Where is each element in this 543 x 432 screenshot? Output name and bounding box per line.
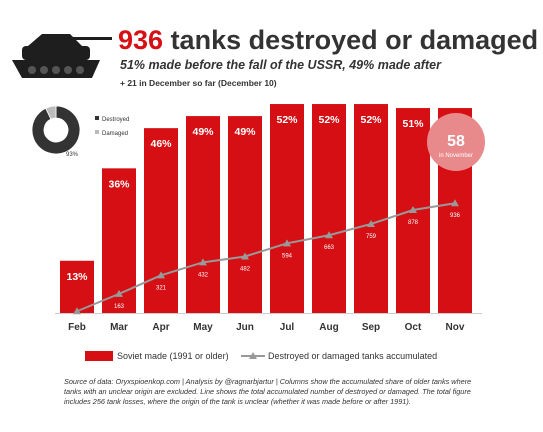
line-point bbox=[367, 219, 375, 227]
line-value-label: 482 bbox=[240, 266, 251, 272]
bar-value-label: 49% bbox=[192, 126, 214, 138]
bar-value-label: 52% bbox=[318, 114, 340, 126]
line-value-label: 759 bbox=[366, 234, 377, 240]
line-value-label: 15 bbox=[74, 321, 81, 327]
x-tick-label: Jun bbox=[236, 322, 254, 333]
bar-value-label: 36% bbox=[108, 178, 130, 190]
donut-slice-destroyed bbox=[31, 105, 81, 155]
legend-line-marker bbox=[249, 352, 257, 359]
title-text: tanks destroyed or damaged bbox=[163, 25, 539, 55]
november-callout bbox=[427, 113, 485, 171]
donut-legend-label: Damaged bbox=[102, 131, 128, 137]
donut-slice-damaged bbox=[45, 105, 57, 120]
bar-value-label: 13% bbox=[66, 271, 88, 283]
line-point bbox=[241, 252, 249, 260]
line-value-label: 321 bbox=[156, 285, 167, 291]
line-value-label: 663 bbox=[324, 245, 335, 251]
bar-apr bbox=[144, 128, 178, 313]
bar-value-label: 49% bbox=[234, 126, 256, 138]
bar-feb bbox=[60, 260, 94, 313]
x-tick-label: Aug bbox=[319, 322, 338, 333]
bar-jun bbox=[228, 116, 262, 313]
line-value-label: 163 bbox=[114, 304, 125, 310]
x-tick-label: Jul bbox=[280, 322, 295, 333]
bar-value-label: 52% bbox=[276, 114, 298, 126]
x-tick-label: Mar bbox=[110, 322, 128, 333]
line-point bbox=[451, 199, 459, 207]
chart-subtitle: 51% made before the fall of the USSR, 49… bbox=[120, 58, 441, 72]
x-tick-label: Sep bbox=[362, 322, 380, 333]
legend-line-label: Destroyed or damaged tanks accumulated bbox=[268, 351, 437, 361]
x-tick-label: Nov bbox=[446, 322, 465, 333]
bar-value-label: 46% bbox=[150, 138, 172, 150]
line-value-label: 936 bbox=[450, 213, 461, 219]
title-number: 936 bbox=[118, 25, 164, 55]
bar-aug bbox=[312, 104, 346, 313]
x-tick-label: May bbox=[193, 322, 213, 333]
bar-may bbox=[186, 116, 220, 313]
line-value-label: 432 bbox=[198, 272, 209, 278]
donut-legend-swatch bbox=[95, 116, 99, 120]
line-value-label: 594 bbox=[282, 253, 293, 259]
legend-bar-label: Soviet made (1991 or older) bbox=[117, 351, 229, 361]
x-tick-label: Feb bbox=[68, 322, 86, 333]
legend-bar-swatch bbox=[85, 351, 113, 361]
x-tick-label: Oct bbox=[405, 322, 422, 333]
line-point bbox=[157, 271, 165, 279]
accumulated-line bbox=[76, 202, 456, 313]
source-footnote: Source of data: Oryxspioenkop.com | Anal… bbox=[64, 377, 472, 406]
line-value-label: 878 bbox=[408, 220, 419, 226]
x-tick-label: Apr bbox=[152, 322, 169, 333]
december-note: + 21 in December so far (December 10) bbox=[120, 78, 277, 88]
bar-value-label: 52% bbox=[360, 114, 382, 126]
bar-value-label: 51% bbox=[402, 118, 424, 130]
donut-center-label: 93% bbox=[66, 152, 79, 158]
bar-sep bbox=[354, 104, 388, 313]
line-point bbox=[73, 307, 81, 315]
line-point bbox=[409, 206, 417, 214]
bar-jul bbox=[270, 104, 304, 313]
line-point bbox=[283, 239, 291, 247]
line-point bbox=[325, 231, 333, 239]
donut-legend-swatch bbox=[95, 130, 99, 134]
donut-legend-label: Destroyed bbox=[102, 117, 129, 123]
line-point bbox=[199, 258, 207, 266]
line-point bbox=[115, 289, 123, 297]
chart-title: 936 tanks destroyed or damaged bbox=[118, 24, 538, 56]
callout-value: 58 bbox=[447, 133, 465, 150]
callout-label: in November bbox=[439, 153, 473, 159]
